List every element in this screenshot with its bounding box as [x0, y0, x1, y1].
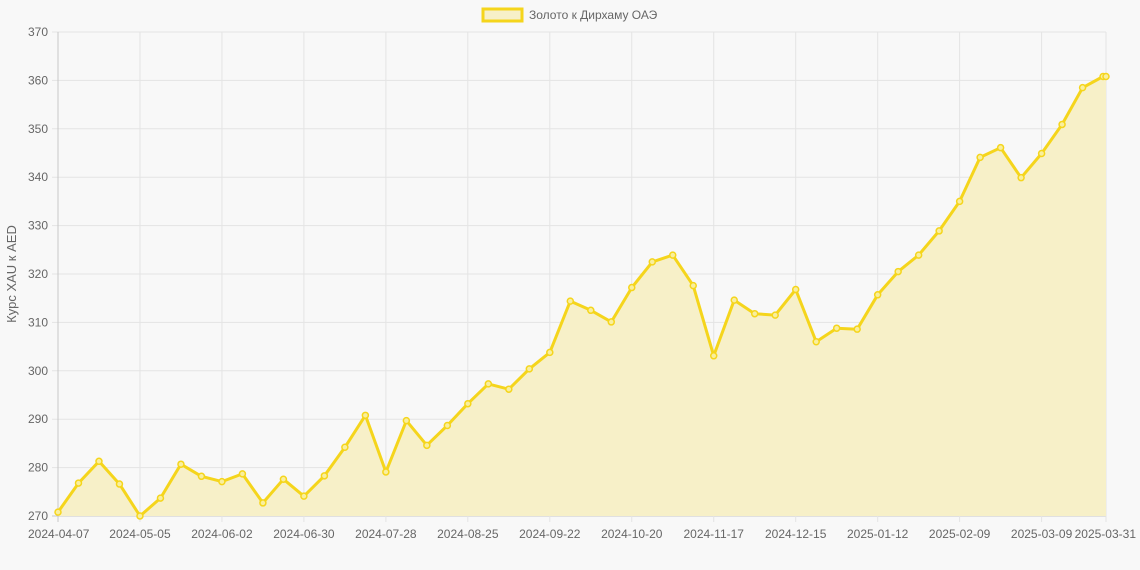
data-point[interactable] — [382, 468, 390, 476]
data-point[interactable] — [1037, 149, 1046, 158]
x-tick-label: 2024-12-15 — [765, 527, 827, 541]
data-point[interactable] — [709, 352, 718, 360]
point-layer — [54, 72, 1110, 520]
y-tick-label: 370 — [28, 25, 48, 39]
data-point[interactable] — [320, 472, 329, 480]
data-point[interactable] — [976, 153, 984, 162]
data-point[interactable] — [668, 251, 677, 259]
data-point[interactable] — [402, 416, 411, 425]
data-point[interactable] — [341, 443, 349, 452]
data-point[interactable] — [464, 399, 472, 408]
area-layer — [58, 76, 1106, 516]
x-tick-label: 2024-07-28 — [355, 527, 417, 541]
y-tick-label: 340 — [28, 170, 48, 184]
y-tick-label: 350 — [28, 122, 48, 136]
x-axis-ticks: 2024-04-07 2024-05-05 2024-06-02 2024-06-30… — [28, 527, 1136, 541]
y-tick-label: 270 — [28, 509, 48, 523]
data-point[interactable] — [750, 309, 759, 318]
data-point[interactable] — [115, 480, 124, 488]
legend-label[interactable]: Золото к Дирхаму ОАЭ — [529, 8, 658, 22]
y-tick-label: 310 — [28, 315, 48, 329]
data-point[interactable] — [218, 477, 226, 486]
data-point[interactable] — [955, 197, 964, 206]
data-point[interactable] — [607, 318, 616, 326]
data-point[interactable] — [832, 324, 841, 332]
data-point[interactable] — [136, 512, 144, 520]
data-point[interactable] — [791, 285, 800, 294]
y-tick-label: 360 — [28, 73, 48, 87]
x-tick-label: 2025-03-09 — [1011, 527, 1073, 541]
x-tick-label: 2024-09-22 — [519, 527, 581, 541]
series-area — [58, 76, 1106, 516]
data-point[interactable] — [279, 475, 288, 483]
data-point[interactable] — [300, 492, 308, 500]
data-point[interactable] — [361, 411, 370, 420]
data-point[interactable] — [894, 267, 902, 276]
y-tick-label: 300 — [28, 364, 48, 378]
y-tick-label: 330 — [28, 219, 48, 233]
data-point[interactable] — [525, 365, 534, 373]
data-point[interactable] — [628, 283, 636, 292]
y-tick-label: 280 — [28, 461, 48, 475]
data-point[interactable] — [566, 297, 575, 305]
data-point[interactable] — [812, 338, 820, 346]
data-point[interactable] — [914, 251, 923, 259]
data-point[interactable] — [74, 479, 83, 487]
data-point[interactable] — [259, 499, 267, 507]
data-point[interactable] — [935, 227, 943, 235]
y-axis-title: Курс XAU к AED — [4, 225, 19, 323]
data-point[interactable] — [156, 494, 165, 502]
data-point[interactable] — [1017, 173, 1025, 182]
x-tick-label: 2024-08-25 — [437, 527, 499, 541]
data-point[interactable] — [484, 380, 493, 388]
x-tick-label: 2024-04-07 — [28, 527, 90, 541]
data-point[interactable] — [423, 441, 431, 450]
data-point[interactable] — [1078, 83, 1087, 92]
x-tick-label: 2025-01-12 — [847, 527, 909, 541]
data-point[interactable] — [54, 508, 62, 516]
data-point[interactable] — [689, 281, 697, 290]
data-point[interactable] — [587, 306, 595, 315]
y-tick-label: 290 — [28, 412, 48, 426]
y-tick-label: 320 — [28, 267, 48, 281]
legend[interactable]: Золото к Дирхаму ОАЭ — [481, 7, 658, 23]
data-point[interactable] — [95, 457, 103, 466]
data-point[interactable] — [1058, 120, 1066, 129]
x-tick-label: 2024-10-20 — [601, 527, 663, 541]
x-tick-label: 2024-05-05 — [109, 527, 171, 541]
data-point[interactable] — [771, 311, 779, 319]
y-axis-ticks: 270 280 290 300 310 320 330 340 350 360 370 — [28, 25, 48, 523]
data-point[interactable] — [197, 472, 206, 481]
legend-swatch[interactable] — [481, 7, 524, 23]
data-point[interactable] — [238, 470, 247, 478]
data-point[interactable] — [1102, 72, 1110, 81]
data-point[interactable] — [996, 143, 1005, 152]
data-point[interactable] — [443, 421, 452, 430]
data-point[interactable] — [546, 348, 554, 357]
data-point[interactable] — [730, 296, 738, 304]
x-tick-label: 2024-06-30 — [273, 527, 335, 541]
x-tick-label: 2025-02-09 — [929, 527, 991, 541]
data-point[interactable] — [177, 460, 185, 468]
data-point[interactable] — [648, 258, 657, 266]
data-point[interactable] — [853, 325, 861, 333]
data-point[interactable] — [873, 291, 882, 299]
x-tick-label: 2025-03-31 — [1075, 527, 1137, 541]
data-point[interactable] — [505, 385, 513, 393]
x-tick-label: 2024-11-17 — [683, 527, 744, 541]
x-tick-label: 2024-06-02 — [191, 527, 253, 541]
